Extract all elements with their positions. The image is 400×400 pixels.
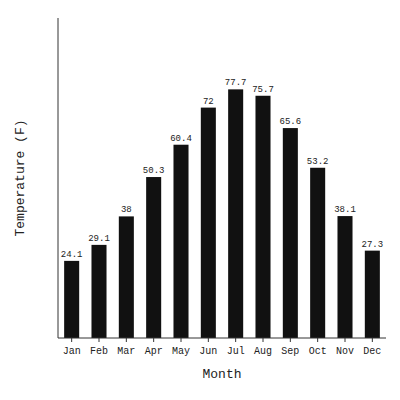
bar: [283, 128, 298, 338]
x-tick-label: Jun: [199, 346, 217, 357]
data-label: 77.7: [225, 78, 247, 88]
data-label: 38.1: [334, 205, 356, 215]
data-label: 50.3: [143, 166, 165, 176]
x-tick-label: Apr: [145, 346, 163, 357]
bar: [64, 261, 79, 338]
data-label: 72: [203, 97, 214, 107]
x-tick: [71, 338, 72, 342]
x-tick: [235, 338, 236, 342]
x-tick: [208, 338, 209, 342]
bars: [64, 89, 380, 338]
data-label: 29.1: [88, 234, 110, 244]
data-label: 24.1: [61, 250, 83, 260]
bar: [228, 89, 243, 338]
x-axis-label: Month: [202, 367, 241, 382]
x-tick: [290, 338, 291, 342]
data-label: 53.2: [307, 157, 329, 167]
data-label: 27.3: [362, 240, 384, 250]
y-axis-line: [58, 18, 59, 338]
x-tick: [263, 338, 264, 342]
x-tick: [126, 338, 127, 342]
data-label: 38: [121, 205, 132, 215]
x-tick: [317, 338, 318, 342]
x-tick: [372, 338, 373, 342]
bar: [119, 216, 134, 338]
data-label: 65.6: [280, 117, 302, 127]
bar: [255, 96, 270, 338]
chart: Jan Feb Mar Apr May Jun Jul Aug Sep Oct Nov Dec 24.1…: [0, 0, 400, 400]
x-tick-label: Dec: [363, 346, 381, 357]
data-label: 75.7: [252, 85, 274, 95]
x-tick-label: Jan: [63, 346, 81, 357]
bar: [91, 245, 106, 338]
x-tick: [181, 338, 182, 342]
x-tick: [345, 338, 346, 342]
y-axis-label: Temperature (F): [13, 119, 28, 236]
x-axis-line: [58, 338, 386, 339]
x-tick-label: May: [172, 346, 190, 357]
x-tick-label: Jul: [227, 346, 245, 357]
bar: [337, 216, 352, 338]
x-tick-label: Mar: [117, 346, 135, 357]
x-tick: [153, 338, 154, 342]
chart-container: Jan Feb Mar Apr May Jun Jul Aug Sep Oct Nov Dec 24.1…: [0, 0, 400, 400]
data-label: 60.4: [170, 134, 192, 144]
bar: [365, 251, 380, 338]
bar: [201, 108, 216, 338]
x-tick-label: Nov: [336, 346, 354, 357]
bar: [146, 177, 161, 338]
x-tick: [99, 338, 100, 342]
x-tick-label: Sep: [281, 346, 299, 357]
x-tick-label: Aug: [254, 346, 272, 357]
bar: [173, 145, 188, 338]
x-tick-label: Oct: [309, 346, 327, 357]
bar: [310, 168, 325, 338]
x-tick-label: Feb: [90, 346, 108, 357]
